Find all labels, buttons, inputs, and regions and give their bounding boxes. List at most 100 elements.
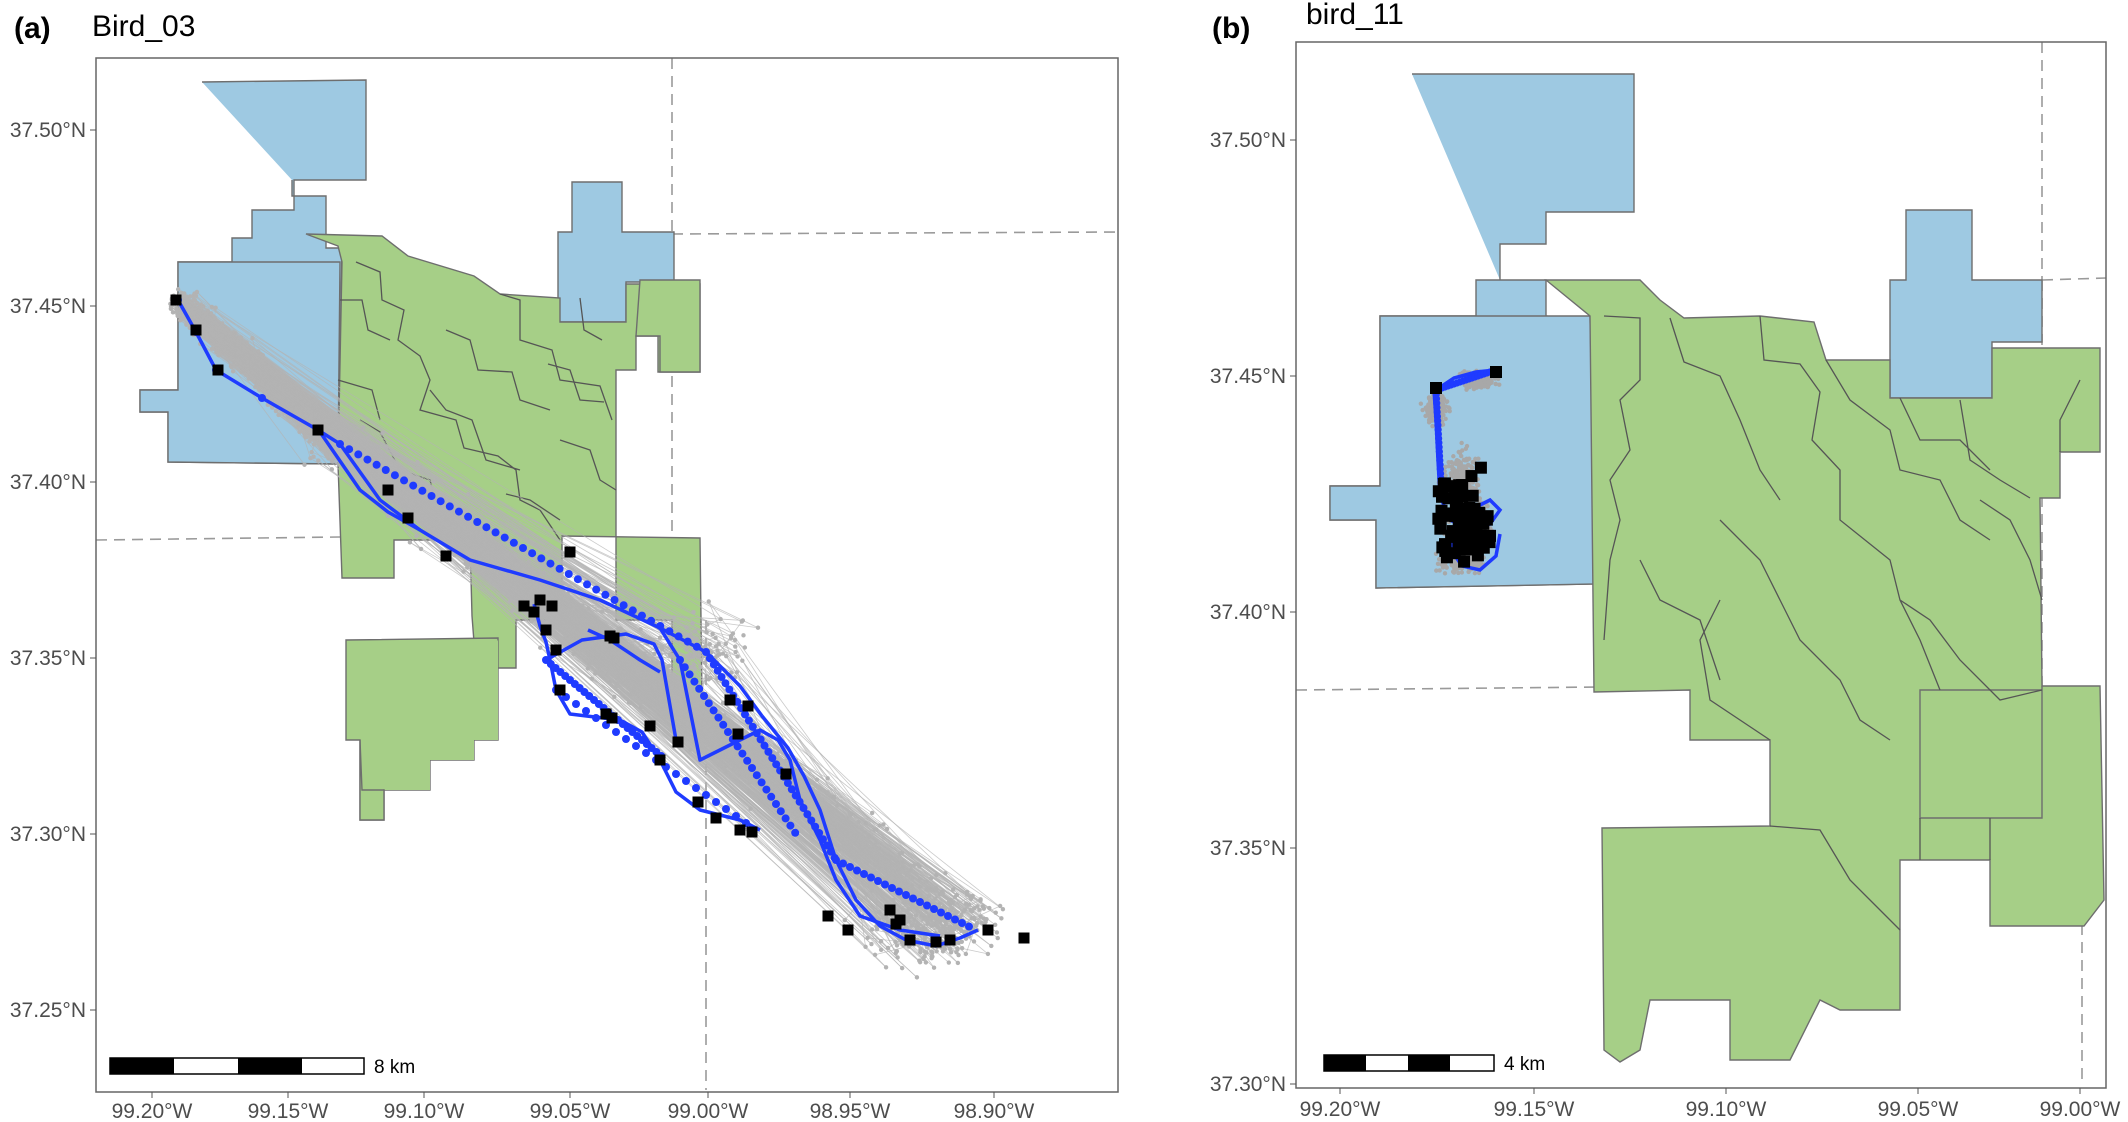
raw-fix-segment xyxy=(506,554,706,732)
stop-square xyxy=(930,936,942,948)
raw-fix-segment xyxy=(238,349,736,647)
track-point xyxy=(680,663,689,672)
raw-fix-point xyxy=(1459,440,1464,446)
track-point xyxy=(748,722,757,731)
stop-square xyxy=(780,768,792,780)
track-point xyxy=(760,741,769,750)
stop-square xyxy=(312,424,324,436)
track-point xyxy=(762,785,771,794)
raw-fix-segment xyxy=(649,639,688,657)
raw-fix-segment xyxy=(196,323,306,424)
stop-square xyxy=(606,712,618,724)
track-point xyxy=(619,601,628,610)
track-point xyxy=(491,528,500,537)
track-point xyxy=(692,642,701,651)
x-tick-label: 99.00°W xyxy=(668,1100,749,1122)
track-point xyxy=(958,919,966,927)
panel-b-letter: (b) xyxy=(1212,12,1250,45)
raw-fix-point xyxy=(599,609,605,614)
stop-square xyxy=(644,720,656,732)
stop-square xyxy=(190,324,202,336)
panel-a-y-axis: 37.50°N 37.45°N 37.40°N 37.35°N 37.30°N … xyxy=(10,119,96,1022)
stop-square xyxy=(884,904,896,916)
track-point xyxy=(853,866,861,875)
raw-fix-point xyxy=(302,462,307,467)
stop-square xyxy=(692,796,704,808)
track-point xyxy=(839,859,847,868)
track-point xyxy=(791,828,800,837)
x-tick-label: 98.95°W xyxy=(810,1100,891,1122)
unit-boundaries xyxy=(337,261,617,541)
raw-fix-point xyxy=(1474,482,1480,487)
track-point xyxy=(632,742,640,750)
raw-fix-segment xyxy=(224,330,937,891)
track-point xyxy=(764,747,773,756)
stop-square xyxy=(904,934,916,946)
stop-square xyxy=(564,546,576,558)
raw-fix-point xyxy=(1463,446,1469,451)
raw-fix-point xyxy=(717,652,722,657)
raw-fix-point xyxy=(184,295,189,300)
track-point xyxy=(400,476,409,485)
track-point xyxy=(709,660,718,669)
raw-fix-point xyxy=(997,903,1003,909)
raw-fix-segment xyxy=(179,296,736,653)
track-point xyxy=(390,471,399,480)
scale-bar-a-label: 8 km xyxy=(374,1057,415,1078)
raw-fix-segment xyxy=(678,667,958,913)
track-point xyxy=(592,714,600,722)
raw-fix-point xyxy=(936,924,941,930)
panel-a-svg: (a) Bird_03 xyxy=(10,10,1119,1122)
track-point xyxy=(692,784,700,792)
panel-a-title: Bird_03 xyxy=(92,10,195,43)
track-point xyxy=(733,742,742,751)
track-point xyxy=(528,549,537,558)
track-point xyxy=(682,777,690,785)
track-point xyxy=(714,713,723,722)
track-point xyxy=(665,627,674,636)
raw-fix-point xyxy=(1466,569,1471,575)
track-point xyxy=(881,880,889,889)
track-point xyxy=(888,884,896,892)
track-point xyxy=(647,616,656,625)
stop-square xyxy=(554,684,566,696)
track-point xyxy=(381,466,390,474)
track-point xyxy=(819,835,827,844)
track-point xyxy=(757,778,766,787)
track-point xyxy=(464,512,473,521)
raw-fix-segment xyxy=(188,312,221,343)
raw-fix-segment xyxy=(883,824,962,916)
y-tick-label: 37.25°N xyxy=(10,999,86,1022)
track-point xyxy=(951,915,959,924)
raw-fix-segment xyxy=(240,337,603,612)
panel-a-map: 8 km xyxy=(95,58,1119,1090)
track-point xyxy=(702,648,710,656)
stop-square xyxy=(742,700,754,712)
y-tick-label: 37.50°N xyxy=(10,119,86,142)
track-point xyxy=(799,804,808,812)
raw-fix-segment xyxy=(426,496,731,755)
raw-fix-segment xyxy=(715,621,743,658)
raw-fix-point xyxy=(1420,407,1425,413)
raw-fix-point xyxy=(192,310,197,315)
raw-fix-point xyxy=(942,947,947,952)
stop-square xyxy=(822,910,834,922)
track-point xyxy=(695,684,704,693)
panel-b-svg: (b) bird_11 xyxy=(1210,0,2121,1121)
stop-square xyxy=(1018,932,1030,944)
track-point xyxy=(418,486,427,495)
x-tick-label: 99.20°W xyxy=(112,1100,193,1122)
track-point xyxy=(815,828,824,837)
raw-fix-segment xyxy=(239,362,284,378)
track-point xyxy=(685,670,694,679)
stop-square xyxy=(842,924,854,936)
track-point xyxy=(916,898,924,906)
raw-fix-point xyxy=(169,305,174,311)
raw-fix-segment xyxy=(508,566,937,916)
raw-fix-segment xyxy=(236,360,508,555)
track-point xyxy=(748,764,756,772)
track-point xyxy=(738,749,747,758)
raw-fix-segment xyxy=(238,351,279,381)
track-point xyxy=(867,873,875,882)
raw-fix-point xyxy=(918,949,923,955)
